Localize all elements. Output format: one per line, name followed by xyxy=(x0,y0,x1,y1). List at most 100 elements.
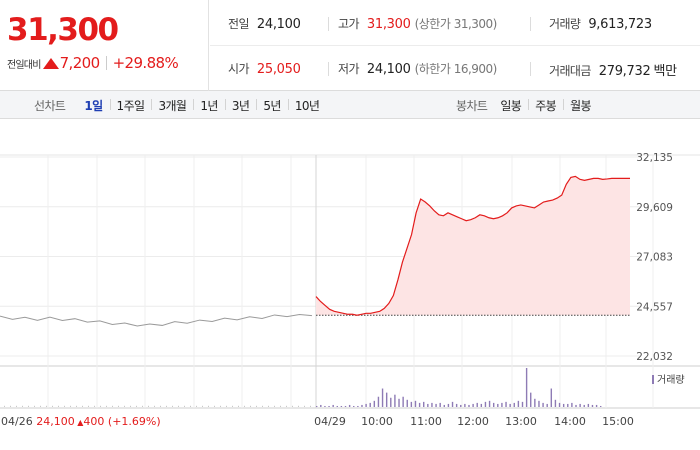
volume-bar xyxy=(497,403,499,407)
stat-divider xyxy=(530,62,531,76)
tab-period-6[interactable]: 10년 xyxy=(287,97,327,114)
volume-bar xyxy=(385,392,388,407)
stat-label: 전일 xyxy=(228,17,249,31)
prev-day-volume-bar xyxy=(34,405,35,407)
volume-bar xyxy=(517,400,520,407)
volume-bar xyxy=(587,403,590,407)
prev-day-volume-bar xyxy=(64,405,65,407)
prev-day-volume-bar xyxy=(142,405,143,407)
stat-value: 25,050 xyxy=(256,62,301,77)
y-tick-label: 24,557 xyxy=(636,301,673,313)
volume-bar xyxy=(591,404,594,407)
volume-bar xyxy=(492,402,495,407)
prev-day-volume-bar xyxy=(280,405,281,407)
volume-bar xyxy=(348,404,351,407)
y-tick-label: 29,609 xyxy=(636,202,673,214)
prev-day-volume-bar xyxy=(100,405,101,407)
volume-bar xyxy=(357,405,359,407)
volume-bar xyxy=(402,396,404,407)
volume-bar xyxy=(550,388,553,407)
volume-bar xyxy=(521,401,524,407)
line-chart-tabs: 선차트 1일 1주일 3개월 1년 3년 5년 10년 xyxy=(34,91,326,119)
prev-day-volume-bar xyxy=(292,405,293,407)
prev-day-volume-bar xyxy=(226,405,227,407)
volume-bar xyxy=(377,396,380,407)
volume-bar xyxy=(460,404,462,407)
volume-bar xyxy=(525,368,528,407)
stat-label: 고가 xyxy=(338,17,359,31)
prev-day-volume-bar xyxy=(286,405,287,407)
volume-bar xyxy=(381,388,384,407)
tab-period-3[interactable]: 1년 xyxy=(193,97,224,114)
volume-bar xyxy=(447,403,450,407)
prev-day-volume-bar xyxy=(10,405,11,407)
stat-divider xyxy=(328,62,329,76)
prev-day-volume-bar xyxy=(214,405,215,407)
volume-bar xyxy=(439,402,441,407)
volume-bar xyxy=(501,402,503,407)
volume-legend-label: 거래량 xyxy=(657,374,685,386)
prev-day-volume-bar xyxy=(208,405,209,407)
change-divider xyxy=(105,56,107,70)
volume-bar xyxy=(575,404,577,407)
candle-chart-tabs: 봉차트 일봉 주봉 월봉 xyxy=(456,91,598,119)
volume-bar xyxy=(542,402,544,407)
line-chart-title: 선차트 xyxy=(34,98,66,113)
prev-day-volume-bar xyxy=(40,405,41,407)
prev-day-volume-bar xyxy=(22,405,23,407)
stat-high: 고가 31,300 (상한가 31,300) xyxy=(338,15,497,32)
volume-bar xyxy=(435,403,437,407)
prev-day-volume-bar xyxy=(238,405,239,407)
tab-candle-0[interactable]: 일봉 xyxy=(500,98,522,113)
volume-bar xyxy=(579,403,581,407)
chart-tab-bar: 선차트 1일 1주일 3개월 1년 3년 5년 10년 봉차트 일봉 주봉 월봉 xyxy=(0,91,700,119)
volume-bar xyxy=(558,402,561,407)
volume-bar xyxy=(328,405,330,407)
tab-period-4[interactable]: 3년 xyxy=(224,97,256,114)
stat-unit: 백만 xyxy=(653,64,677,79)
price-change-row: 전일대비 7,200 +29.88% xyxy=(7,54,179,72)
up-triangle-icon: ▲ xyxy=(75,418,85,427)
x-tick-label: 13:00 xyxy=(505,415,537,428)
prev-day-volume-bar xyxy=(166,405,167,407)
change-value: 7,200 xyxy=(59,54,101,72)
prev-day-volume-bar xyxy=(70,405,71,407)
prev-day-price-line xyxy=(0,314,313,327)
prev-day-volume-bar xyxy=(232,405,233,407)
prev-day-volume-bar xyxy=(244,405,245,407)
tab-candle-2[interactable]: 월봉 xyxy=(563,97,598,114)
quote-panel: 31,300 전일대비 7,200 +29.88% 전일 24,100 고가 3… xyxy=(0,0,700,91)
prev-day-info: 04/26 24,100 ▲400 (+1.69%) xyxy=(1,415,161,428)
prev-day-volume-bar xyxy=(46,405,47,407)
stat-prev-close: 전일 24,100 xyxy=(228,15,301,32)
prev-day-volume-bar xyxy=(52,405,53,407)
prev-day-volume-bar xyxy=(256,405,257,407)
volume-bar xyxy=(443,404,445,407)
prev-day-volume-bar xyxy=(268,405,269,407)
prev-day-volume-bar xyxy=(28,405,29,407)
volume-bar xyxy=(480,403,483,407)
prev-day-volume-bar xyxy=(136,405,137,407)
prev-day-volume-bar xyxy=(4,405,5,407)
prev-day-volume-bar xyxy=(16,405,17,407)
volume-bar xyxy=(505,401,507,407)
prev-day-volume-bar xyxy=(172,405,173,407)
up-arrow-icon xyxy=(42,57,59,69)
prev-day-close: 24,100 xyxy=(36,415,75,428)
prev-day-volume-bar xyxy=(190,405,191,407)
tab-candle-1[interactable]: 주봉 xyxy=(528,97,563,114)
current-price: 31,300 xyxy=(7,12,119,48)
prev-day-volume-bar xyxy=(82,405,83,407)
prev-day-volume-bar xyxy=(88,405,89,407)
volume-bar xyxy=(414,400,417,407)
tab-period-0[interactable]: 1일 xyxy=(84,98,103,113)
volume-bar xyxy=(410,401,413,407)
volume-bar xyxy=(324,405,326,407)
volume-bar xyxy=(316,405,318,407)
tab-period-5[interactable]: 5년 xyxy=(256,97,287,114)
volume-bar xyxy=(534,398,536,407)
tab-period-1[interactable]: 1주일 xyxy=(109,97,152,114)
tab-period-2[interactable]: 3개월 xyxy=(151,97,193,114)
prev-day-volume-bar xyxy=(262,405,263,407)
volume-bar xyxy=(571,402,573,407)
